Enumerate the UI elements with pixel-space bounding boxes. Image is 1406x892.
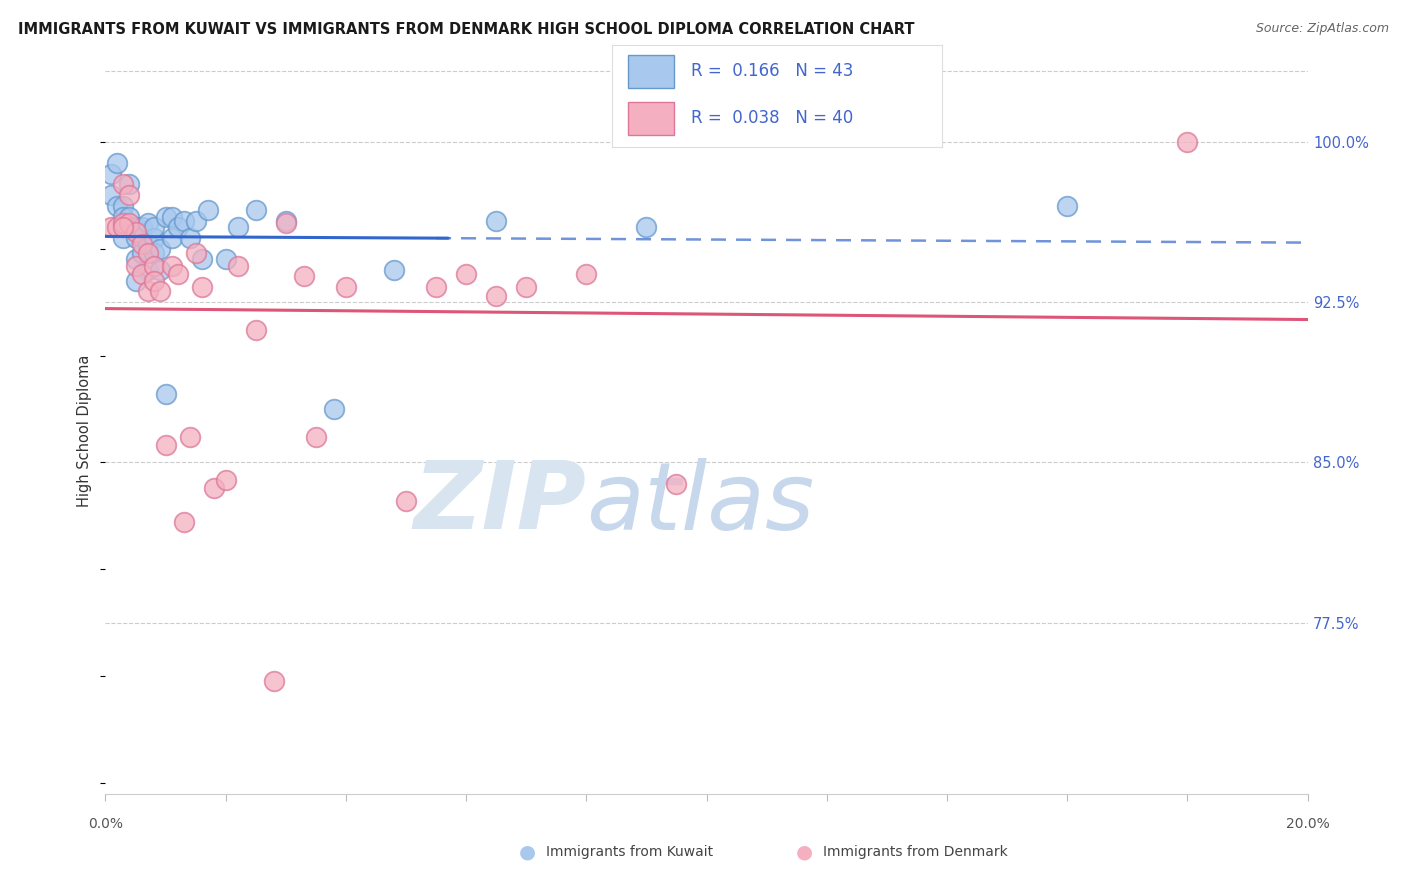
Point — [515, 280, 537, 294]
Point — [131, 220, 153, 235]
Point — [245, 323, 267, 337]
Point — [202, 481, 225, 495]
Text: 0.0%: 0.0% — [89, 817, 122, 831]
Point — [148, 285, 170, 299]
Point — [136, 263, 159, 277]
Point — [136, 237, 159, 252]
Point — [382, 263, 405, 277]
Point — [131, 268, 153, 282]
Point — [190, 280, 212, 294]
Point — [136, 285, 159, 299]
Y-axis label: High School Diploma: High School Diploma — [77, 354, 93, 507]
Point — [107, 156, 129, 170]
Point — [142, 231, 165, 245]
Text: IMMIGRANTS FROM KUWAIT VS IMMIGRANTS FROM DENMARK HIGH SCHOOL DIPLOMA CORRELATIO: IMMIGRANTS FROM KUWAIT VS IMMIGRANTS FRO… — [18, 22, 915, 37]
Point — [245, 203, 267, 218]
Point — [292, 269, 315, 284]
Point — [100, 220, 122, 235]
Bar — [628, 55, 675, 87]
Point — [107, 199, 129, 213]
Point — [184, 214, 207, 228]
Point — [179, 430, 201, 444]
Point — [335, 280, 357, 294]
Point — [155, 438, 177, 452]
Point — [226, 259, 249, 273]
Text: R =  0.038   N = 40: R = 0.038 N = 40 — [690, 110, 853, 128]
Point — [665, 476, 688, 491]
Text: ZIP: ZIP — [413, 457, 586, 549]
Point — [636, 220, 658, 235]
Point — [214, 252, 236, 267]
Point — [142, 246, 165, 260]
Point — [107, 220, 129, 235]
Point — [118, 178, 141, 192]
Point — [112, 216, 135, 230]
Point — [263, 673, 285, 688]
Point — [454, 268, 477, 282]
Point — [274, 214, 297, 228]
Point — [160, 231, 183, 245]
Text: Source: ZipAtlas.com: Source: ZipAtlas.com — [1256, 22, 1389, 36]
Bar — [628, 102, 675, 135]
Point — [575, 268, 598, 282]
Point — [322, 402, 344, 417]
Point — [112, 178, 135, 192]
Point — [155, 387, 177, 401]
Point — [112, 231, 135, 245]
Point — [131, 231, 153, 245]
Text: ●: ● — [519, 842, 536, 862]
Point — [160, 210, 183, 224]
Point — [226, 220, 249, 235]
Text: Immigrants from Kuwait: Immigrants from Kuwait — [546, 845, 713, 859]
Point — [142, 220, 165, 235]
Text: Immigrants from Denmark: Immigrants from Denmark — [823, 845, 1007, 859]
Point — [1056, 199, 1078, 213]
Text: ●: ● — [796, 842, 813, 862]
Point — [148, 242, 170, 256]
Point — [112, 210, 135, 224]
Point — [124, 225, 146, 239]
Text: atlas: atlas — [586, 458, 814, 549]
Point — [142, 274, 165, 288]
Point — [274, 216, 297, 230]
Point — [184, 246, 207, 260]
Point — [112, 220, 135, 235]
Text: 20.0%: 20.0% — [1285, 817, 1330, 831]
Point — [142, 259, 165, 273]
Point — [148, 263, 170, 277]
Point — [1175, 135, 1198, 149]
Point — [305, 430, 328, 444]
Point — [124, 231, 146, 245]
Point — [136, 246, 159, 260]
Point — [118, 188, 141, 202]
Point — [155, 210, 177, 224]
Point — [118, 210, 141, 224]
Point — [173, 214, 195, 228]
Point — [124, 259, 146, 273]
Point — [190, 252, 212, 267]
Point — [131, 246, 153, 260]
Point — [124, 252, 146, 267]
Point — [485, 288, 508, 302]
Point — [166, 268, 188, 282]
Point — [425, 280, 447, 294]
Text: R =  0.166   N = 43: R = 0.166 N = 43 — [690, 62, 853, 80]
Point — [118, 216, 141, 230]
Point — [395, 494, 418, 508]
Point — [124, 220, 146, 235]
Point — [100, 188, 122, 202]
Point — [131, 237, 153, 252]
Point — [485, 214, 508, 228]
Point — [179, 231, 201, 245]
Point — [197, 203, 219, 218]
Point — [214, 473, 236, 487]
Point — [100, 167, 122, 181]
Point — [136, 216, 159, 230]
Point — [112, 199, 135, 213]
Point — [160, 259, 183, 273]
Point — [166, 220, 188, 235]
Point — [124, 274, 146, 288]
Point — [173, 516, 195, 530]
